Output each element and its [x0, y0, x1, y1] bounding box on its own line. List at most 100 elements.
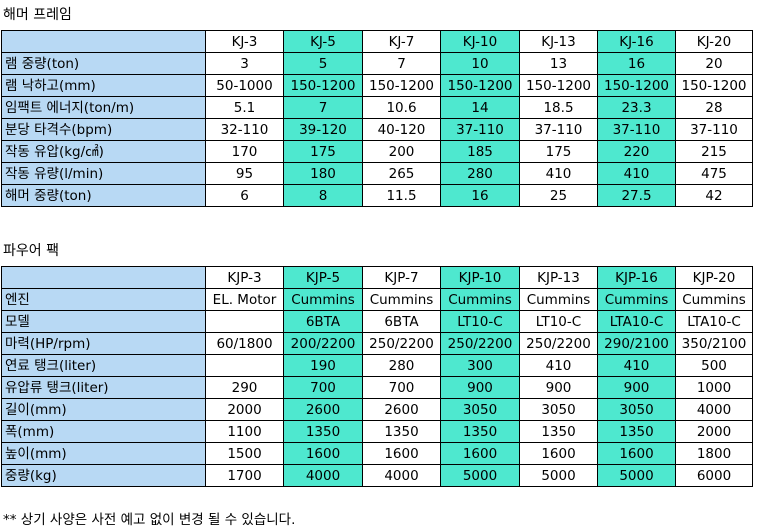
table-cell: 14	[440, 96, 520, 119]
table-cell: 410	[597, 354, 676, 377]
row-label: 램 낙하고(mm)	[1, 74, 206, 97]
table-row: 임팩트 에너지(ton/m) 5.1 7 10.6 14 18.5 23.3 28	[1, 96, 753, 119]
table-cell: 2000	[675, 420, 753, 443]
column-header: KJ-16	[597, 30, 676, 53]
table-cell: 1350	[519, 420, 598, 443]
table-row: 엔진 EL. Motor Cummins Cummins Cummins Cummins C…	[1, 288, 753, 311]
table-cell	[205, 354, 284, 377]
disclaimer-note: ** 상기 사양은 사전 예고 없이 변경 될 수 있습니다.	[3, 512, 296, 528]
table-cell: 39-120	[283, 118, 363, 141]
table-row: 해머 중량(ton) 6 8 11.5 16 25 27.5 42	[1, 184, 753, 207]
table-cell: LT10-C	[440, 310, 520, 333]
table-cell: 900	[597, 376, 676, 399]
table-cell: 20	[675, 52, 753, 75]
table-cell: 2000	[205, 398, 284, 421]
table-row: 연료 탱크(liter) 190 280 300 410 410 500	[1, 354, 753, 377]
table-cell: 265	[362, 162, 441, 185]
row-label: 높이(mm)	[1, 442, 206, 465]
table-cell: 5	[283, 52, 363, 75]
table-cell: 10.6	[362, 96, 441, 119]
header-row: KJ-3 KJ-5 KJ-7 KJ-10 KJ-13 KJ-16 KJ-20	[1, 30, 753, 53]
table-cell: 150-1200	[440, 74, 520, 97]
table-cell: Cummins	[597, 288, 676, 311]
table-cell: 32-110	[205, 118, 284, 141]
row-label: 해머 중량(ton)	[1, 184, 206, 207]
table-cell: 1350	[597, 420, 676, 443]
table-row: 모델 6BTA 6BTA LT10-C LT10-C LTA10-C LTA10-C	[1, 310, 753, 333]
table-cell: Cummins	[283, 288, 363, 311]
table-cell: 175	[283, 140, 363, 163]
table-cell: 175	[519, 140, 598, 163]
table-cell: 7	[283, 96, 363, 119]
table-cell: 1350	[283, 420, 363, 443]
table-cell: 10	[440, 52, 520, 75]
corner-cell	[1, 30, 206, 53]
table-cell: 16	[597, 52, 676, 75]
table-cell: 410	[597, 162, 676, 185]
hammer-frame-title: 해머 프레임	[3, 7, 72, 23]
table-cell: 28	[675, 96, 753, 119]
row-label: 임팩트 에너지(ton/m)	[1, 96, 206, 119]
table-cell: 37-110	[675, 118, 753, 141]
table-cell: 180	[283, 162, 363, 185]
table-cell: 37-110	[519, 118, 598, 141]
table-cell: 4000	[362, 464, 441, 487]
column-header: KJ-5	[283, 30, 363, 53]
table-cell: 150-1200	[519, 74, 598, 97]
table-cell: 200/2200	[283, 332, 363, 355]
table-cell: LTA10-C	[675, 310, 753, 333]
table-cell: 250/2200	[519, 332, 598, 355]
table-cell: 5.1	[205, 96, 284, 119]
table-cell: 700	[362, 376, 441, 399]
table-cell: 60/1800	[205, 332, 284, 355]
row-label: 엔진	[1, 288, 206, 311]
table-cell: 18.5	[519, 96, 598, 119]
power-pack-table: KJP-3 KJP-5 KJP-7 KJP-10 KJP-13 KJP-16 KJP-20 엔…	[1, 266, 753, 487]
table-cell: 3050	[440, 398, 520, 421]
table-cell: 150-1200	[675, 74, 753, 97]
table-cell: 900	[440, 376, 520, 399]
table-row: 유압류 탱크(liter) 290 700 700 900 900 900 1000	[1, 376, 753, 399]
table-cell: 3050	[597, 398, 676, 421]
table-cell: 1600	[283, 442, 363, 465]
table-row: 중량(kg) 1700 4000 4000 5000 5000 5000 6000	[1, 464, 753, 487]
table-cell: 6BTA	[283, 310, 363, 333]
table-cell: 4000	[283, 464, 363, 487]
row-label: 폭(mm)	[1, 420, 206, 443]
table-cell: 7	[362, 52, 441, 75]
header-row: KJP-3 KJP-5 KJP-7 KJP-10 KJP-13 KJP-16 KJP-20	[1, 266, 753, 289]
table-cell: Cummins	[675, 288, 753, 311]
table-cell: 5000	[519, 464, 598, 487]
table-cell: 1600	[362, 442, 441, 465]
table-cell: 11.5	[362, 184, 441, 207]
row-label: 작동 유압(kg/㎠)	[1, 140, 206, 163]
row-label: 작동 유량(l/min)	[1, 162, 206, 185]
table-cell: 6	[205, 184, 284, 207]
table-cell: 250/2200	[440, 332, 520, 355]
row-label: 유압류 탱크(liter)	[1, 376, 206, 399]
table-cell: 95	[205, 162, 284, 185]
table-cell: 280	[362, 354, 441, 377]
table-cell: 150-1200	[597, 74, 676, 97]
table-row: 램 중량(ton) 3 5 7 10 13 16 20	[1, 52, 753, 75]
table-cell: 42	[675, 184, 753, 207]
table-cell: 40-120	[362, 118, 441, 141]
table-cell: 5000	[440, 464, 520, 487]
column-header: KJP-5	[283, 266, 363, 289]
column-header: KJP-20	[675, 266, 753, 289]
table-cell: 5000	[597, 464, 676, 487]
table-cell: 1350	[362, 420, 441, 443]
table-cell: 190	[283, 354, 363, 377]
table-cell: 410	[519, 354, 598, 377]
table-cell: 290/2100	[597, 332, 676, 355]
table-cell: 8	[283, 184, 363, 207]
column-header: KJP-3	[205, 266, 284, 289]
table-cell: Cummins	[519, 288, 598, 311]
column-header: KJ-3	[205, 30, 284, 53]
table-row: 작동 유량(l/min) 95 180 265 280 410 410 475	[1, 162, 753, 185]
table-cell: 290	[205, 376, 284, 399]
table-cell: 1600	[519, 442, 598, 465]
column-header: KJP-7	[362, 266, 441, 289]
table-cell: 6000	[675, 464, 753, 487]
table-cell: 200	[362, 140, 441, 163]
